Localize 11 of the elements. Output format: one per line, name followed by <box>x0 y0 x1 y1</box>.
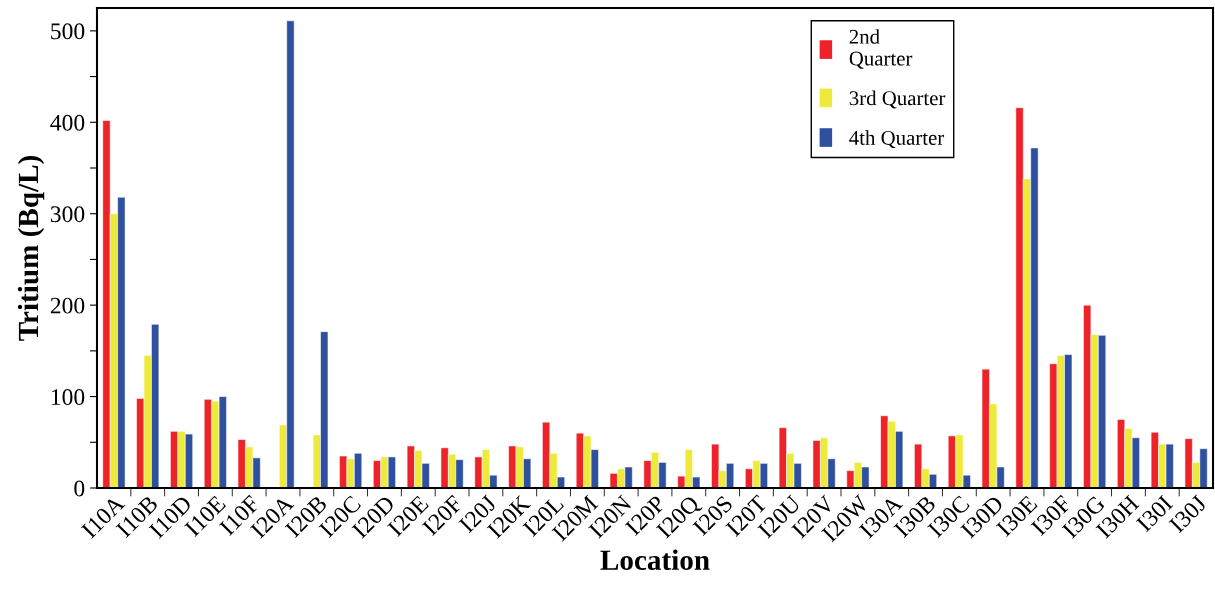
y-axis-title: Tritium (Bq/L) <box>17 155 45 341</box>
y-tick-label: 500 <box>51 23 85 40</box>
legend-label: 3rd Quarter <box>849 90 946 109</box>
legend-label: 2nd Quarter <box>849 29 913 69</box>
legend-label: 4th Quarter <box>849 130 945 149</box>
y-tick-label: 200 <box>50 297 85 314</box>
y-tick-label: 300 <box>50 206 85 223</box>
x-axis-title: Location <box>600 549 710 571</box>
y-tick-label: 0 <box>74 480 85 497</box>
y-tick-label: 400 <box>50 114 85 131</box>
y-tick-label: 100 <box>51 389 85 405</box>
